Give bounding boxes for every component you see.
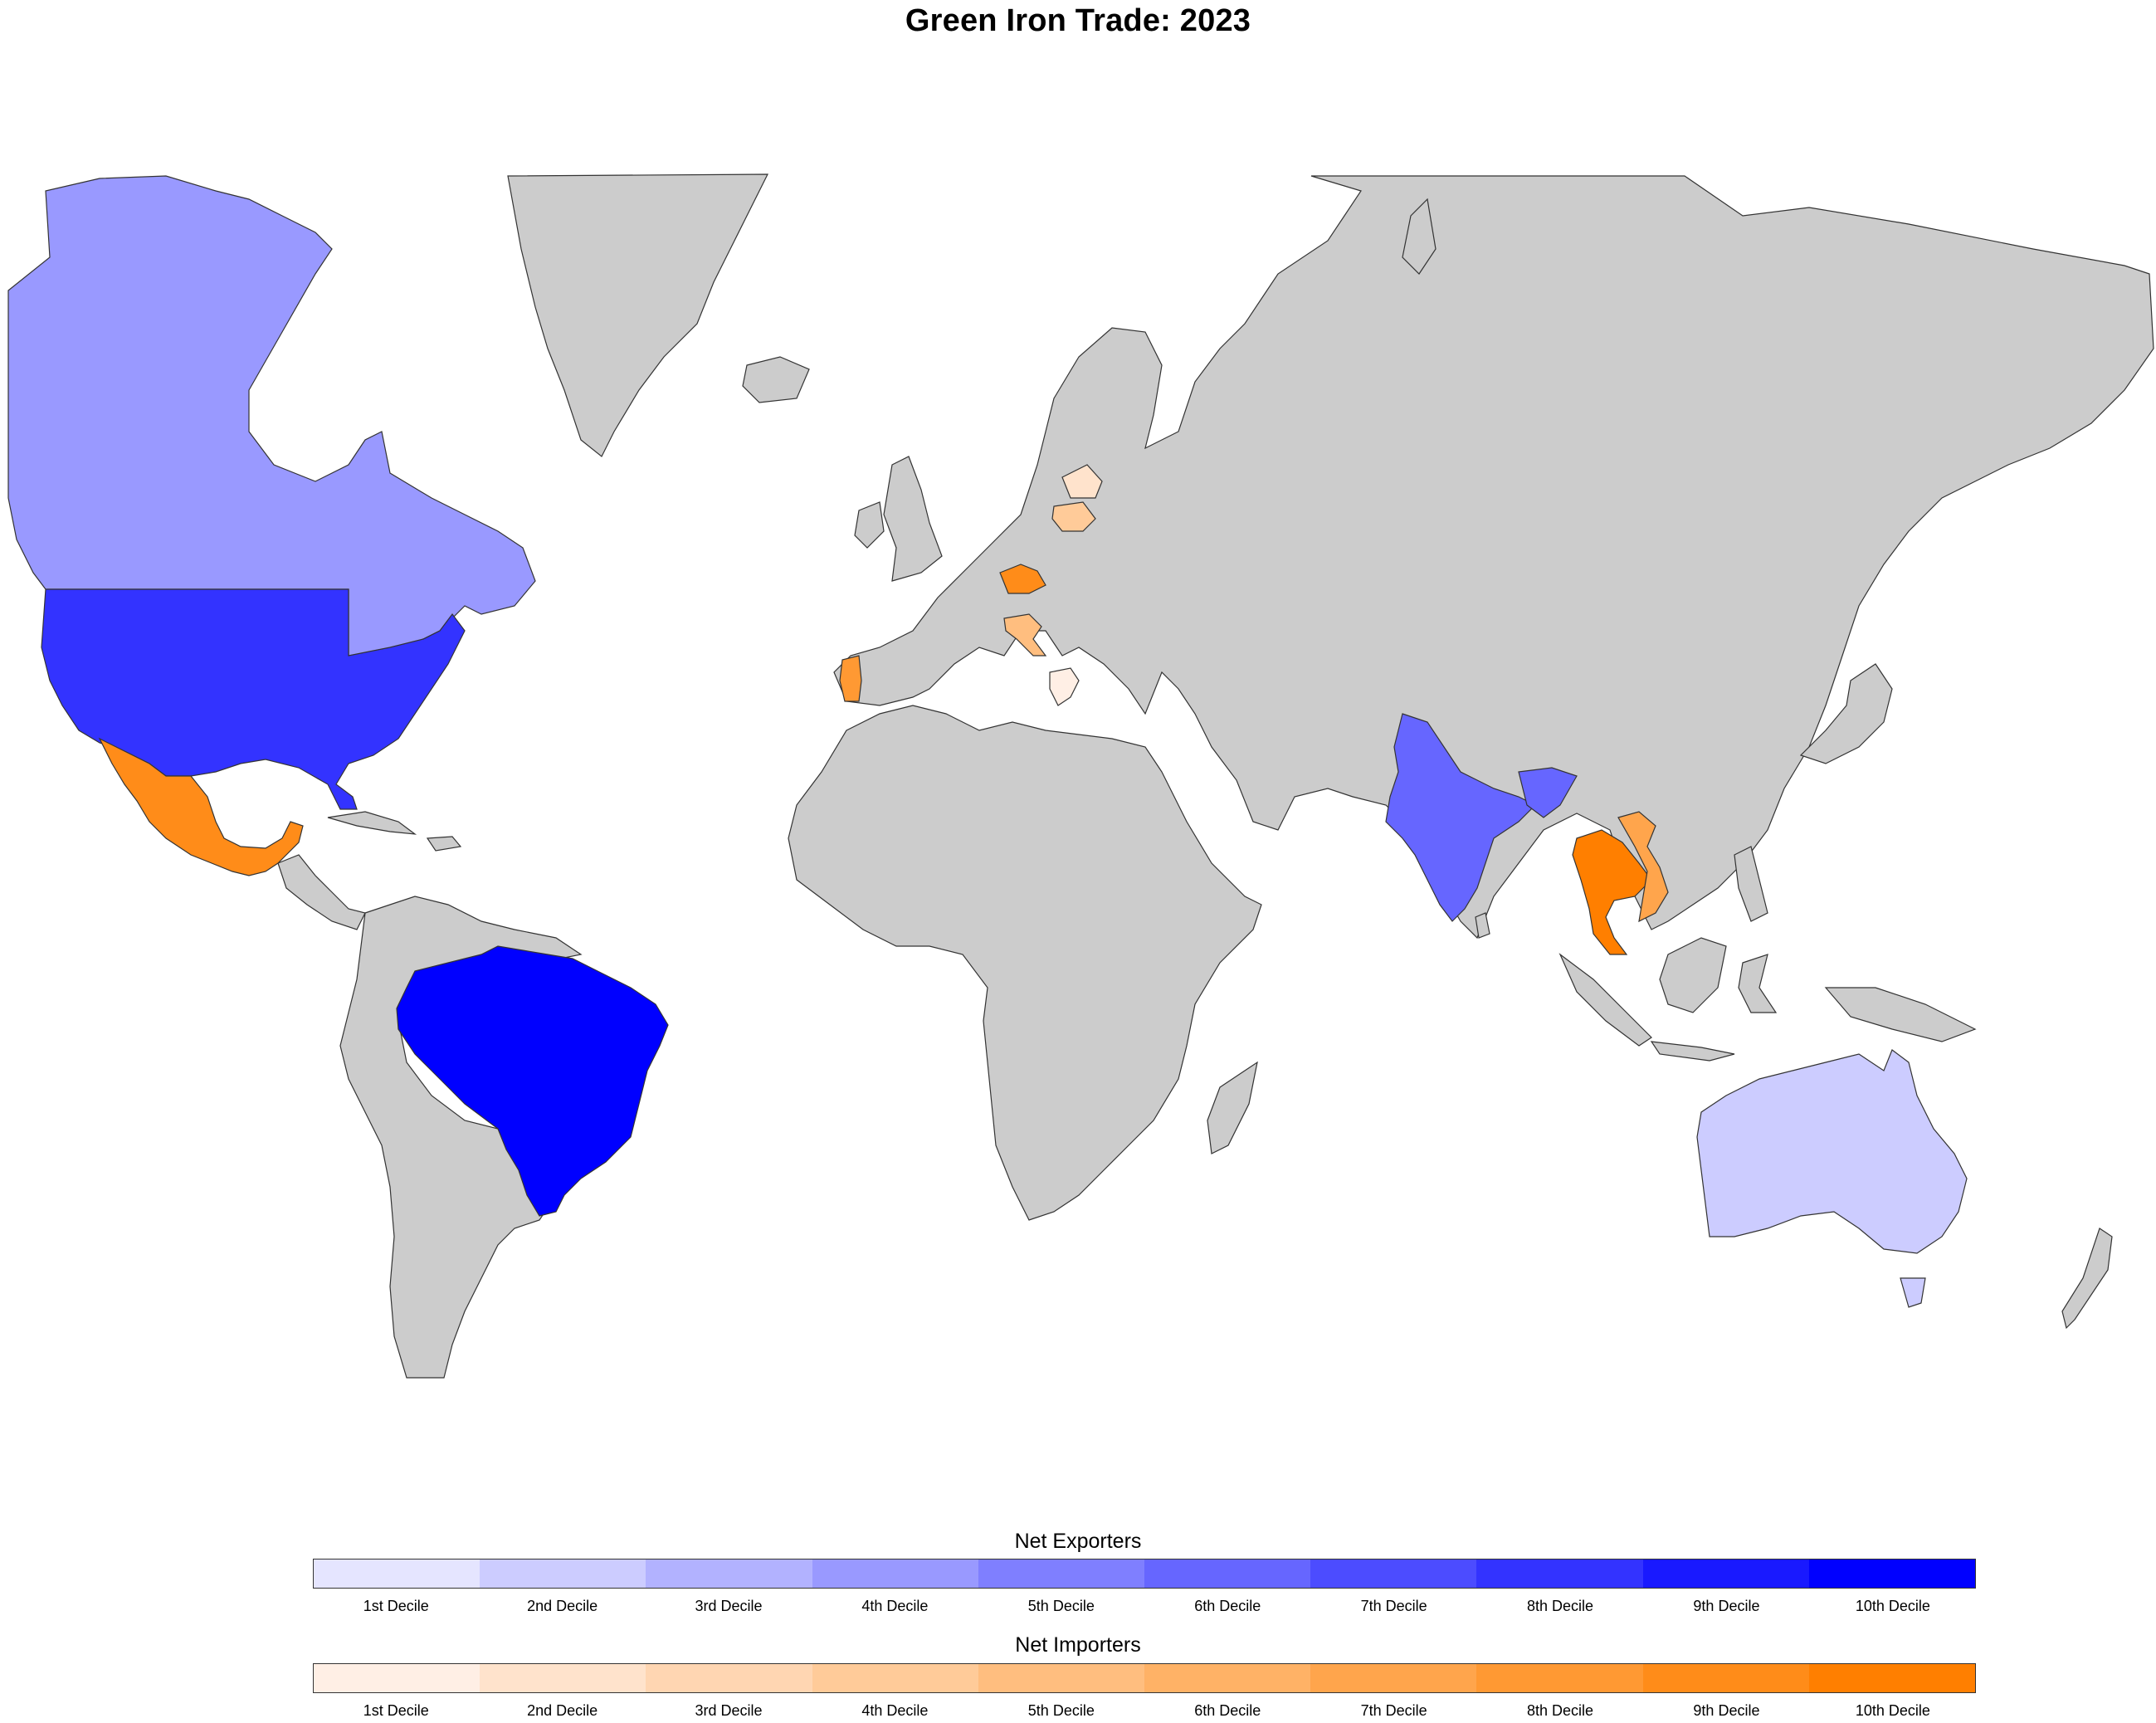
portugal: [839, 655, 862, 702]
importers-decile-2-swatch: [480, 1664, 646, 1692]
exporters-decile-5-swatch: [978, 1559, 1145, 1588]
importers-decile-5-label: 5th Decile: [1027, 1702, 1095, 1719]
importers-decile-7-label: 7th Decile: [1360, 1702, 1427, 1719]
ireland: [854, 501, 885, 549]
exporters-decile-10-label: 10th Decile: [1855, 1598, 1930, 1614]
iceland: [742, 356, 810, 403]
importers-decile-8-label: 8th Decile: [1527, 1702, 1594, 1719]
czechia: [999, 564, 1046, 594]
importers-decile-5-swatch: [978, 1664, 1145, 1692]
latvia: [1061, 464, 1103, 499]
cuba: [327, 811, 417, 835]
importers-decile-7-swatch: [1310, 1664, 1477, 1692]
exporters-colorbar: [313, 1559, 1976, 1589]
philippines: [1734, 846, 1768, 922]
importers-decile-1-label: 1st Decile: [363, 1702, 429, 1719]
borneo: [1659, 937, 1727, 1013]
exporters-decile-7-swatch: [1310, 1559, 1477, 1588]
croatia: [1003, 613, 1047, 656]
importers-decile-10-label: 10th Decile: [1855, 1702, 1930, 1719]
exporters-decile-1-swatch: [314, 1559, 480, 1588]
tasmania: [1900, 1277, 1926, 1308]
sri-lanka: [1475, 912, 1490, 939]
sulawesi: [1738, 954, 1778, 1013]
eurasia: [833, 175, 2154, 940]
new-zealand: [2061, 1228, 2113, 1330]
importers-decile-9-label: 9th Decile: [1693, 1702, 1760, 1719]
importers-legend-title: Net Importers: [1015, 1633, 1141, 1657]
importers-decile-6-label: 6th Decile: [1194, 1702, 1261, 1719]
exporters-decile-1-label: 1st Decile: [363, 1598, 429, 1614]
exporters-decile-3-label: 3rd Decile: [695, 1598, 763, 1614]
world-map: [7, 173, 2154, 1379]
mexico: [98, 737, 304, 876]
thailand: [1572, 829, 1652, 955]
brazil: [396, 945, 669, 1217]
importers-decile-9-swatch: [1642, 1664, 1809, 1692]
exporters-decile-9-label: 9th Decile: [1693, 1598, 1760, 1614]
importers-decile-4-label: 4th Decile: [861, 1702, 929, 1719]
central-america: [277, 854, 366, 930]
importers-decile-1-swatch: [314, 1664, 480, 1692]
highlighted-countries: [7, 175, 1968, 1308]
importers-decile-10-swatch: [1808, 1664, 1976, 1692]
hispaniola: [426, 836, 462, 852]
importers-decile-2-label: 2nd Decile: [527, 1702, 598, 1719]
great-britain: [883, 456, 943, 582]
exporters-decile-6-swatch: [1144, 1559, 1311, 1588]
importers-decile-4-swatch: [812, 1664, 978, 1692]
importers-decile-6-swatch: [1144, 1664, 1311, 1692]
bangladesh: [1518, 767, 1578, 818]
exporters-decile-5-label: 5th Decile: [1027, 1598, 1095, 1614]
exporters-decile-7-label: 7th Decile: [1360, 1598, 1427, 1614]
map-title: Green Iron Trade: 2023: [905, 3, 1251, 38]
japan: [1799, 663, 1893, 764]
exporters-decile-2-swatch: [480, 1559, 646, 1588]
exporters-legend-labels: 1st Decile 2nd Decile 3rd Decile 4th Decile…: [313, 1598, 1976, 1615]
exporters-decile-8-label: 8th Decile: [1527, 1598, 1594, 1614]
exporters-legend-title: Net Exporters: [1014, 1530, 1142, 1553]
exporters-decile-6-label: 6th Decile: [1194, 1598, 1261, 1614]
importers-decile-8-swatch: [1476, 1664, 1643, 1692]
exporters-decile-3-swatch: [646, 1559, 812, 1588]
africa: [788, 705, 1262, 1221]
exporters-decile-4-label: 4th Decile: [861, 1598, 929, 1614]
exporters-decile-10-swatch: [1808, 1559, 1976, 1588]
vietnam: [1617, 811, 1669, 923]
lithuania: [1051, 501, 1096, 532]
canada: [7, 175, 536, 656]
importers-decile-3-swatch: [646, 1664, 812, 1692]
exporters-decile-8-swatch: [1476, 1559, 1643, 1588]
india: [1385, 713, 1537, 922]
importers-colorbar: [313, 1663, 1976, 1693]
arctic-islands: [1402, 198, 1437, 275]
new-guinea: [1824, 987, 1977, 1042]
exporters-decile-9-swatch: [1642, 1559, 1809, 1588]
importers-decile-3-label: 3rd Decile: [695, 1702, 763, 1719]
importers-legend-labels: 1st Decile 2nd Decile 3rd Decile 4th Decile…: [313, 1702, 1976, 1720]
java: [1650, 1041, 1735, 1062]
sumatra: [1558, 953, 1652, 1047]
madagascar: [1207, 1061, 1258, 1154]
exporters-decile-2-label: 2nd Decile: [527, 1598, 598, 1614]
greenland: [507, 173, 768, 457]
greece: [1049, 667, 1080, 706]
australia: [1696, 1049, 1968, 1254]
exporters-decile-4-swatch: [812, 1559, 978, 1588]
